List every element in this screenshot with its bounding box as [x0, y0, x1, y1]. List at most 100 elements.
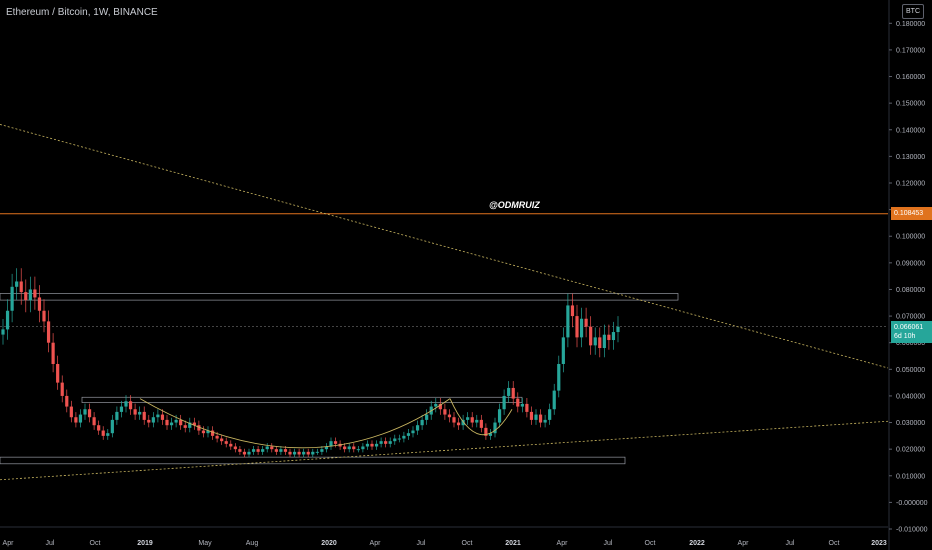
- candle-body: [374, 443, 379, 447]
- candle-body: [584, 318, 588, 327]
- y-tick-label: 0.120000: [896, 180, 925, 187]
- candle-body: [124, 401, 128, 407]
- x-tick-label: 2022: [689, 540, 705, 547]
- y-tick-label: -0.000000: [896, 500, 928, 507]
- candle-body: [575, 316, 579, 338]
- candle-body: [97, 425, 101, 431]
- candle-body: [46, 321, 51, 343]
- author-watermark: @ODMRUIZ: [489, 200, 540, 210]
- candle-body: [538, 414, 543, 423]
- candle-body: [475, 419, 479, 423]
- candle-body: [438, 403, 442, 410]
- candle-body: [229, 443, 233, 447]
- candle-body: [379, 441, 383, 444]
- candle-body: [320, 449, 324, 452]
- candle-body: [292, 451, 297, 455]
- candle-body: [87, 409, 92, 418]
- y-tick-label: 0.020000: [896, 447, 925, 454]
- candle-body: [370, 443, 374, 447]
- bar-countdown-label: 6d 10h: [894, 332, 916, 340]
- candle-body: [24, 292, 28, 301]
- candle-body: [425, 414, 429, 420]
- candle-body: [197, 425, 201, 431]
- y-tick-label: 0.010000: [896, 473, 925, 480]
- candle-body: [51, 342, 55, 364]
- candle-body: [434, 403, 438, 407]
- y-tick-label: 0.160000: [896, 74, 925, 81]
- candle-body: [188, 422, 192, 428]
- candle-body: [511, 387, 515, 399]
- candle-body: [598, 337, 602, 349]
- candle-body: [616, 326, 620, 333]
- candle-body: [402, 435, 406, 439]
- currency-badge[interactable]: BTC: [902, 4, 924, 19]
- candle-body: [201, 430, 206, 434]
- candle-body: [142, 411, 146, 420]
- candle-body: [497, 409, 502, 423]
- y-tick-label: 0.070000: [896, 314, 925, 321]
- candle-body: [165, 419, 169, 426]
- price-axis[interactable]: 0.180000 0.170000 0.160000 0.150000 0.140000…: [888, 0, 928, 550]
- y-tick-label: 0.090000: [896, 260, 925, 267]
- candle-body: [179, 419, 183, 426]
- x-tick-label: 2023: [871, 540, 887, 547]
- candle-body: [411, 430, 415, 434]
- candle-body: [5, 310, 10, 330]
- candle-body: [147, 419, 151, 423]
- y-tick-label: -0.010000: [896, 527, 928, 534]
- cup-arc: [139, 398, 451, 449]
- ascending-trendline: [0, 420, 889, 481]
- x-tick-label: May: [198, 540, 212, 547]
- current-price-tag: 0.066061 6d 10h: [891, 320, 932, 343]
- candle-body: [106, 433, 110, 436]
- candle-body: [74, 417, 78, 423]
- candle-body: [10, 286, 14, 311]
- candle-body: [611, 332, 616, 341]
- candle-body: [242, 451, 247, 455]
- candle-body: [297, 451, 301, 455]
- candle-body: [557, 363, 561, 391]
- handle-arc: [449, 398, 513, 436]
- candle-body: [302, 451, 306, 455]
- candle-body: [470, 417, 474, 423]
- candle-body: [233, 446, 237, 450]
- x-tick-label: Jul: [604, 540, 613, 547]
- x-tick-label: Aug: [246, 540, 259, 547]
- descending-trendline: [0, 124, 889, 369]
- candle-body: [525, 403, 529, 412]
- candle-body: [593, 337, 597, 346]
- y-tick-label: 0.140000: [896, 127, 925, 134]
- candle-body: [548, 409, 552, 420]
- candle-body: [288, 451, 292, 455]
- candle-body: [552, 390, 556, 410]
- candle-body: [443, 409, 447, 415]
- candle-body: [384, 441, 388, 444]
- candle-body: [160, 414, 165, 420]
- y-tick-label: 0.180000: [896, 21, 925, 28]
- chart-title: Ethereum / Bitcoin, 1W, BINANCE: [6, 7, 158, 18]
- y-tick-label: 0.080000: [896, 287, 925, 294]
- candle-body: [220, 438, 224, 442]
- time-axis[interactable]: Apr Jul Oct 2019 May Aug 2020 Apr Jul Oct 2021 Apr J…: [0, 526, 888, 547]
- candle-body: [361, 446, 365, 450]
- candle-body: [19, 281, 23, 293]
- y-tick-label: 0.030000: [896, 420, 925, 427]
- candle-body: [352, 446, 356, 450]
- candle-body: [37, 297, 42, 311]
- candle-body: [33, 289, 37, 298]
- candle-body: [261, 449, 265, 452]
- candle-body: [579, 318, 584, 338]
- candle-body: [566, 305, 570, 338]
- candle-body: [388, 441, 392, 444]
- x-tick-label: Apr: [738, 540, 750, 547]
- candle-body: [324, 446, 329, 450]
- candle-body: [156, 414, 160, 418]
- candle-body: [69, 406, 73, 418]
- candle-body: [406, 433, 411, 436]
- candle-body: [192, 422, 196, 426]
- candle-body: [447, 414, 452, 418]
- candle-body: [516, 398, 520, 407]
- candle-body: [83, 409, 87, 415]
- resistance-box: [0, 293, 679, 301]
